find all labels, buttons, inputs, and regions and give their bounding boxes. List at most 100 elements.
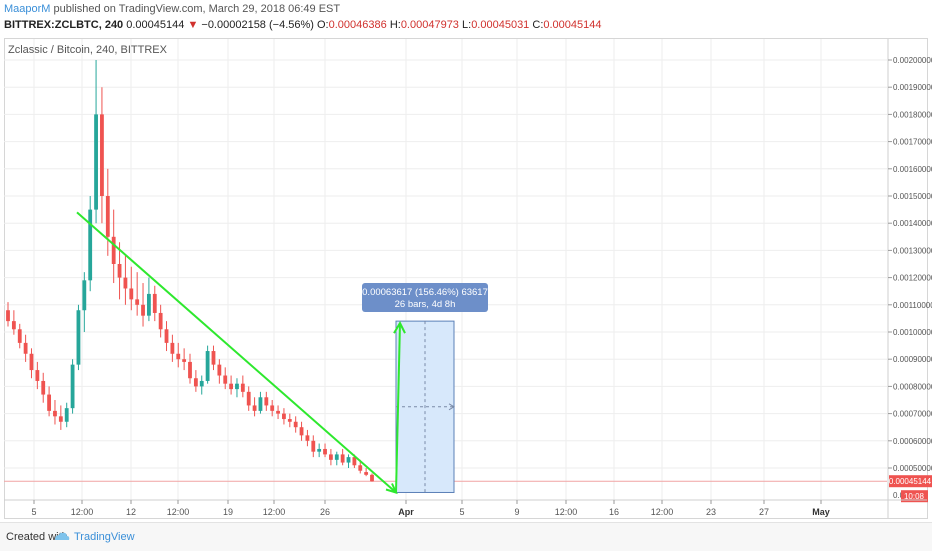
y-tick-label: 0.00080000 <box>893 382 932 391</box>
candle-body <box>317 448 322 452</box>
candle-body <box>235 383 239 390</box>
candle-body <box>94 114 98 210</box>
time-axis: 5 12:00 12 12:00 19 12:00 26 Apr 5 9 12:00 16 12:00 2… <box>4 499 927 517</box>
x-tick-label: May <box>812 507 830 517</box>
candle-body <box>35 370 40 381</box>
chart-pane-frame[interactable] <box>4 38 928 519</box>
trendline <box>76 211 406 495</box>
candle-body <box>293 421 298 428</box>
candle-body <box>129 288 134 300</box>
tradingview-logo-icon[interactable] <box>54 531 70 543</box>
candle-body <box>334 454 339 460</box>
candle-body <box>164 329 169 343</box>
y-tick-label: 0.00190000 <box>893 83 932 92</box>
candle-body <box>141 304 145 316</box>
high-value: 0.00047973 <box>400 19 459 31</box>
trendline-up <box>395 323 401 493</box>
symbol-label: BITTREX:ZCLBTC, 240 <box>4 19 124 31</box>
candle-body <box>305 435 310 441</box>
x-tick-label: 12:00 <box>651 507 674 517</box>
candle-body <box>146 293 151 316</box>
candle-body <box>170 342 175 354</box>
candle-body <box>70 364 75 409</box>
x-tick-label: 12:00 <box>71 507 94 517</box>
y-tick-label: 0.00160000 <box>893 165 932 174</box>
candle-body <box>176 353 181 360</box>
y-tick-label: 0.00090000 <box>893 355 932 364</box>
candle-body <box>58 416 63 422</box>
publish-line: MaaporM published on TradingView.com, Ma… <box>4 3 340 15</box>
candle-body <box>323 448 327 455</box>
measure-label-box <box>362 283 488 312</box>
x-tick-label: 26 <box>320 507 330 517</box>
candlestick-series <box>6 60 374 482</box>
x-tick-label: 16 <box>609 507 619 517</box>
countdown-tag-text: 10:08 <box>904 492 925 501</box>
candle-body <box>229 383 234 390</box>
candle-body <box>193 378 198 387</box>
candle-body <box>311 440 316 452</box>
candle-body <box>258 397 263 411</box>
candle-body <box>223 375 228 384</box>
down-arrow-icon: ▼ <box>187 19 199 31</box>
candle-body <box>340 454 345 463</box>
candle-body <box>123 277 128 289</box>
y-tick-label: 0.00060000 <box>893 437 932 446</box>
candle-body <box>47 394 52 411</box>
candle-body <box>117 264 122 278</box>
candle-body <box>76 310 81 365</box>
candle-body <box>41 380 46 395</box>
candle-body <box>358 465 363 471</box>
y-tick-label: 0.00200000 <box>893 56 932 65</box>
x-tick-label: 19 <box>223 507 233 517</box>
y-tick-label: 0.00150000 <box>893 192 932 201</box>
price-label-partial: 0.0 <box>893 491 905 500</box>
candle-body <box>270 405 275 411</box>
candle-body <box>6 310 10 322</box>
candle-body <box>188 361 192 379</box>
candle-body <box>282 413 286 420</box>
candle-body <box>217 364 222 376</box>
last-price: 0.00045144 <box>126 19 185 31</box>
author-link[interactable]: MaaporM <box>4 3 51 15</box>
close-label: C: <box>532 19 544 31</box>
y-tick-label: 0.00180000 <box>893 110 932 119</box>
y-tick-label: 0.00120000 <box>893 274 932 283</box>
candle-body <box>105 196 110 237</box>
y-tick-label: 0.00110000 <box>893 301 932 310</box>
y-tick-label: 0.00070000 <box>893 410 932 419</box>
candle-body <box>364 472 369 475</box>
tradingview-brand-link[interactable]: TradingView <box>74 531 135 543</box>
candle-body <box>152 293 157 313</box>
candle-body <box>135 299 140 305</box>
change-value: −0.00002158 (−4.56%) <box>201 19 314 31</box>
x-tick-label: 12:00 <box>555 507 578 517</box>
candle-body <box>276 410 280 414</box>
candle-body <box>370 474 374 482</box>
last-price-tag-text: 0.00045144 <box>889 477 932 486</box>
candle-body <box>111 236 116 264</box>
candle-body <box>88 209 93 281</box>
y-tick-label: 0.00170000 <box>893 138 932 147</box>
candle-body <box>299 427 304 436</box>
created-with-text: Created with <box>6 531 68 543</box>
measure-label-change: 0.00063617 (156.46%) 63617 <box>362 287 488 298</box>
x-tick-label: 5 <box>31 507 36 517</box>
trendline-down <box>76 211 397 494</box>
footer: Created with TradingView <box>0 522 932 551</box>
candle-body <box>264 397 269 406</box>
candle-body <box>205 351 210 381</box>
candle-body <box>352 457 357 466</box>
y-tick-label: 0.00140000 <box>893 219 932 228</box>
y-tick-label: 0.00100000 <box>893 328 932 337</box>
x-tick-label: 9 <box>514 507 519 517</box>
y-tick-label: 0.00130000 <box>893 246 932 255</box>
candle-body <box>287 419 292 422</box>
x-tick-label: 5 <box>459 507 464 517</box>
last-price-tag <box>889 475 932 488</box>
chart-header: MaaporM published on TradingView.com, Ma… <box>0 0 932 38</box>
published-text: published on TradingView.com, March 29, … <box>53 3 341 15</box>
x-tick-label: 12:00 <box>263 507 286 517</box>
measure-label-bars: 26 bars, 4d 8h <box>395 299 456 310</box>
